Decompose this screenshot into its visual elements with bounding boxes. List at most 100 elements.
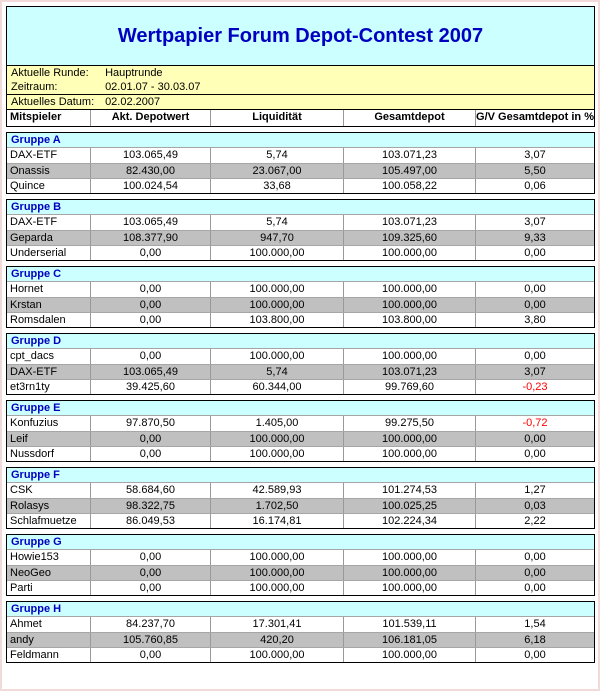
group-block: Gruppe H Ahmet 84.237,70 17.301,41 101.5… [6,601,595,663]
info-label: Aktuelles Datum: [11,96,95,108]
cell-depotwert: 39.425,60 [91,380,211,394]
cell-gv: 3,07 [524,149,546,161]
cell-gv: 0,00 [524,283,546,295]
group-title: Gruppe H [7,602,594,617]
cell-gesamtdepot: 100.058,22 [344,179,476,193]
cell-gesamtdepot: 100.000,00 [344,581,476,595]
cell-player: Krstan [7,298,91,312]
cell-gv: 0,00 [524,567,546,579]
cell-gesamtdepot: 100.000,00 [344,282,476,297]
cell-depotwert: 0,00 [91,648,211,662]
cell-depotwert: 0,00 [91,447,211,461]
info-value: 02.01.07 - 30.03.07 [105,81,201,93]
cell-player: Parti [7,581,91,595]
cell-gv: 0,06 [524,180,546,192]
column-header-gesamtdepot: Gesamtdepot [344,110,476,126]
group-block: Gruppe F CSK 58.684,60 42.589,93 101.274… [6,467,595,529]
group-block: Gruppe G Howie153 0,00 100.000,00 100.00… [6,534,595,596]
cell-player: et3rn1ty [7,380,91,394]
info-label: Aktuelle Runde: [11,67,89,79]
player-row: et3rn1ty 39.425,60 60.344,00 99.769,60 -… [7,379,594,394]
cell-gesamtdepot: 100.000,00 [344,298,476,312]
cell-player: Underserial [7,246,91,260]
cell-liquiditaet: 16.174,81 [211,514,344,528]
cell-gv: 3,07 [524,366,546,378]
cell-gesamtdepot: 109.325,60 [344,231,476,245]
cell-player: Ahmet [7,617,91,632]
group-block: Gruppe B DAX-ETF 103.065,49 5,74 103.071… [6,199,595,261]
player-row: Howie153 0,00 100.000,00 100.000,00 0,00 [7,550,594,565]
cell-player: Schlafmuetze [7,514,91,528]
cell-gv: 6,18 [524,634,546,646]
cell-gesamtdepot: 100.000,00 [344,349,476,364]
cell-depotwert: 0,00 [91,349,211,364]
cell-gesamtdepot: 100.000,00 [344,648,476,662]
cell-player: cpt_dacs [7,349,91,364]
cell-liquiditaet: 100.000,00 [211,550,344,565]
cell-player: Konfuzius [7,416,91,431]
player-row: Parti 0,00 100.000,00 100.000,00 0,00 [7,580,594,595]
cell-gv: 1,54 [524,618,546,630]
info-row-runde: Aktuelle Runde: Hauptrunde [7,66,594,80]
cell-gv: 5,50 [524,165,546,177]
player-row: DAX-ETF 103.065,49 5,74 103.071,23 3,07 [7,364,594,379]
player-row: Geparda 108.377,90 947,70 109.325,60 9,3… [7,230,594,245]
group-block: Gruppe C Hornet 0,00 100.000,00 100.000,… [6,266,595,328]
cell-gv: -0,23 [522,381,548,393]
group-title: Gruppe A [7,133,594,148]
info-divider [7,94,594,95]
cell-player: Rolasys [7,499,91,513]
cell-gv: 0,00 [524,247,546,259]
cell-liquiditaet: 60.344,00 [211,380,344,394]
cell-depotwert: 0,00 [91,550,211,565]
player-row: DAX-ETF 103.065,49 5,74 103.071,23 3,07 [7,215,594,230]
cell-liquiditaet: 17.301,41 [211,617,344,632]
cell-depotwert: 86.049,53 [91,514,211,528]
cell-player: NeoGeo [7,566,91,580]
cell-gv: 0,00 [524,433,546,445]
group-title: Gruppe B [7,200,594,215]
cell-player: Quince [7,179,91,193]
cell-liquiditaet: 947,70 [211,231,344,245]
cell-gesamtdepot: 105.497,00 [344,164,476,178]
player-row: Rolasys 98.322,75 1.702,50 100.025,25 0,… [7,498,594,513]
cell-liquiditaet: 103.800,00 [211,313,344,327]
group-title: Gruppe D [7,334,594,349]
cell-depotwert: 97.870,50 [91,416,211,431]
cell-liquiditaet: 42.589,93 [211,483,344,498]
cell-gesamtdepot: 103.071,23 [344,148,476,163]
cell-gesamtdepot: 106.181,05 [344,633,476,647]
cell-depotwert: 0,00 [91,298,211,312]
info-value: 02.02.2007 [105,96,161,108]
player-row: Leif 0,00 100.000,00 100.000,00 0,00 [7,431,594,446]
player-row: Schlafmuetze 86.049,53 16.174,81 102.224… [7,513,594,528]
player-row: Onassis 82.430,00 23.067,00 105.497,00 5… [7,163,594,178]
cell-depotwert: 0,00 [91,432,211,446]
cell-depotwert: 100.024,54 [91,179,211,193]
info-row-zeitraum: Zeitraum: 02.01.07 - 30.03.07 [7,80,594,94]
cell-player: DAX-ETF [7,215,91,230]
cell-gesamtdepot: 100.025,25 [344,499,476,513]
info-value: Hauptrunde [105,67,163,79]
cell-gv: 0,03 [524,500,546,512]
info-panel: Aktuelle Runde: Hauptrunde Zeitraum: 02.… [6,66,595,110]
groups-container: Gruppe A DAX-ETF 103.065,49 5,74 103.071… [6,132,595,663]
cell-player: DAX-ETF [7,148,91,163]
cell-player: CSK [7,483,91,498]
cell-liquiditaet: 100.000,00 [211,432,344,446]
cell-liquiditaet: 100.000,00 [211,447,344,461]
cell-gesamtdepot: 103.071,23 [344,365,476,379]
page-title: Wertpapier Forum Depot-Contest 2007 [117,25,484,47]
cell-player: Howie153 [7,550,91,565]
cell-gesamtdepot: 101.274,53 [344,483,476,498]
cell-gesamtdepot: 102.224,34 [344,514,476,528]
column-header-depotwert: Akt. Depotwert [91,110,211,126]
cell-gesamtdepot: 103.800,00 [344,313,476,327]
cell-depotwert: 103.065,49 [91,365,211,379]
cell-player: DAX-ETF [7,365,91,379]
cell-gesamtdepot: 100.000,00 [344,447,476,461]
table-header: Mitspieler Akt. Depotwert Liquidität Ges… [6,110,595,127]
cell-liquiditaet: 5,74 [211,365,344,379]
cell-player: Onassis [7,164,91,178]
